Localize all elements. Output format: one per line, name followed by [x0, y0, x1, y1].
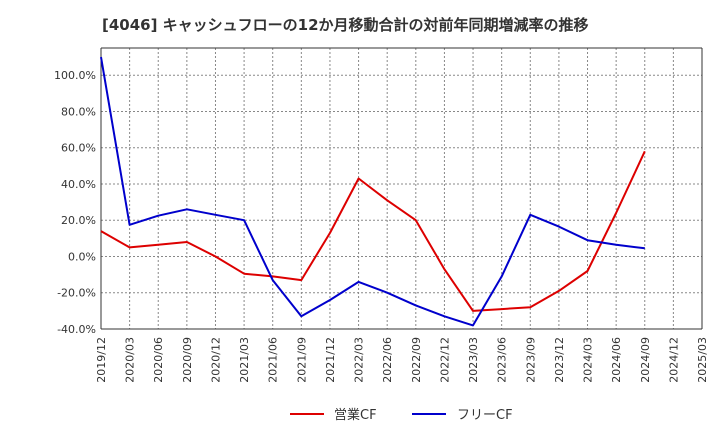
legend-label: フリーCF — [457, 408, 513, 423]
x-tick-label: 2024/12 — [667, 337, 680, 383]
x-tick-label: 2022/12 — [438, 337, 451, 383]
y-tick-label: 0.0% — [68, 250, 96, 263]
plot-area — [101, 48, 702, 329]
x-tick-label: 2023/12 — [553, 337, 566, 383]
x-tick-label: 2020/12 — [209, 337, 222, 383]
y-tick-label: 40.0% — [61, 178, 96, 191]
x-tick-label: 2021/09 — [295, 337, 308, 383]
y-tick-label: 80.0% — [61, 105, 96, 118]
x-tick-label: 2024/09 — [639, 337, 652, 383]
chart-title: [4046] キャッシュフローの12か月移動合計の対前年同期増減率の推移 — [102, 16, 589, 34]
x-tick-label: 2020/06 — [152, 337, 165, 383]
legend-label: 営業CF — [334, 407, 377, 423]
x-tick-label: 2023/06 — [496, 337, 509, 383]
x-tick-label: 2023/03 — [467, 337, 480, 383]
x-tick-label: 2022/03 — [353, 337, 366, 383]
y-tick-label: 20.0% — [61, 214, 96, 227]
x-tick-label: 2021/06 — [267, 337, 280, 383]
x-tick-label: 2020/03 — [124, 337, 137, 383]
x-tick-label: 2021/12 — [324, 337, 337, 383]
x-tick-label: 2022/06 — [381, 337, 394, 383]
y-tick-label: -20.0% — [57, 287, 96, 300]
series-line-operating-cf — [100, 150, 646, 312]
y-tick-label: -40.0% — [57, 323, 96, 336]
x-tick-label: 2024/03 — [582, 337, 595, 383]
y-tick-label: 100.0% — [54, 69, 96, 82]
series-line-free-cf — [100, 56, 645, 327]
x-tick-label: 2019/12 — [95, 337, 108, 383]
x-tick-label: 2020/09 — [181, 337, 194, 383]
x-tick-label: 2021/03 — [238, 337, 251, 383]
y-tick-label: 60.0% — [61, 142, 96, 155]
x-tick-label: 2024/06 — [610, 337, 623, 383]
x-tick-label: 2023/09 — [524, 337, 537, 383]
x-tick-label: 2022/09 — [410, 337, 423, 383]
x-tick-label: 2025/03 — [696, 337, 709, 383]
